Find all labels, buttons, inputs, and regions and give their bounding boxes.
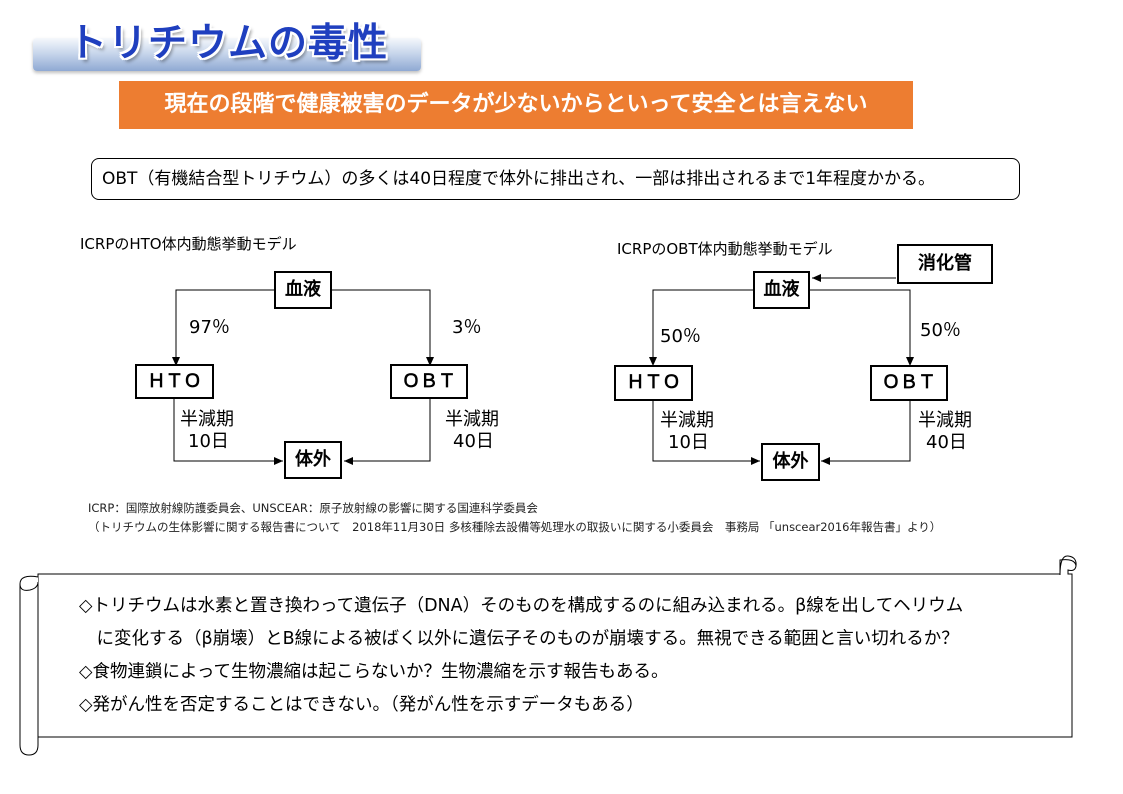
hto-model-hto-percent: 97％ [189, 317, 230, 338]
hto-model-label: ICRPのHTO体内動態挙動モデル [80, 235, 297, 253]
hto-model-hto-node: ＨＴＯ [135, 364, 214, 399]
point-dna-line-2: に変化する（β崩壊）とB線による被ばく以外に遺伝子そのものが崩壊する。無視できる… [79, 629, 959, 649]
obt-model-digestive-node: 消化管 [897, 244, 993, 284]
obt-model-obt-percent: 50％ [920, 320, 961, 341]
title-band [33, 38, 421, 71]
point-dna-line-1: ◇トリチウムは水素と置き換わって遺伝子（DNA）そのものを構成するのに組み込まれ… [79, 596, 964, 616]
obt-model-excretion-node: 体外 [761, 443, 820, 481]
hto-model-obt-percent: 3％ [452, 317, 482, 338]
obt-model-hto-percent: 50％ [660, 326, 701, 347]
obt-model-blood-node: 血液 [753, 271, 810, 309]
hto-model-blood-node: 血液 [274, 271, 332, 309]
footnote-abbreviations: ICRP：国際放射線防護委員会、UNSCEAR：原子放射線の影響に関する国連科学… [88, 501, 538, 515]
page-title: トリチウムの毒性 [68, 21, 389, 66]
obt-model-hto-halflife: 半減期 10日 [660, 410, 714, 454]
footnote-source: （トリチウムの生体影響に関する報告書について 2018年11月30日 多核種除去… [88, 520, 942, 534]
halflife-label: 半減期 [660, 410, 714, 431]
halflife-value: 10日 [188, 431, 229, 452]
warning-banner: 現在の段階で健康被害のデータが少ないからといって安全とは言えない [119, 81, 913, 129]
hto-model-excretion-node: 体外 [284, 441, 342, 479]
halflife-value: 40日 [926, 432, 967, 453]
obt-model-obt-node: ＯＢＴ [870, 365, 948, 401]
hto-model-obt-halflife: 半減期 40日 [445, 409, 499, 453]
obt-model-label: ICRPのOBT体内動態挙動モデル [617, 240, 833, 258]
hto-model-obt-node: ＯＢＴ [390, 364, 468, 399]
obt-model-hto-node: ＨＴＯ [614, 365, 693, 401]
point-bioaccumulation: ◇食物連鎖によって生物濃縮は起こらないか？生物濃縮を示す報告もある。 [79, 662, 669, 682]
halflife-value: 40日 [453, 431, 494, 452]
halflife-label: 半減期 [180, 409, 234, 430]
obt-excretion-note: OBT（有機結合型トリチウム）の多くは40日程度で体外に排出され、一部は排出され… [91, 158, 1020, 200]
halflife-label: 半減期 [918, 410, 972, 431]
hto-model-hto-halflife: 半減期 10日 [180, 409, 234, 453]
point-carcinogenicity: ◇発がん性を否定することはできない。（発がん性を示すデータもある） [79, 695, 644, 715]
halflife-value: 10日 [668, 432, 709, 453]
obt-model-obt-halflife: 半減期 40日 [918, 410, 972, 454]
halflife-label: 半減期 [445, 409, 499, 430]
